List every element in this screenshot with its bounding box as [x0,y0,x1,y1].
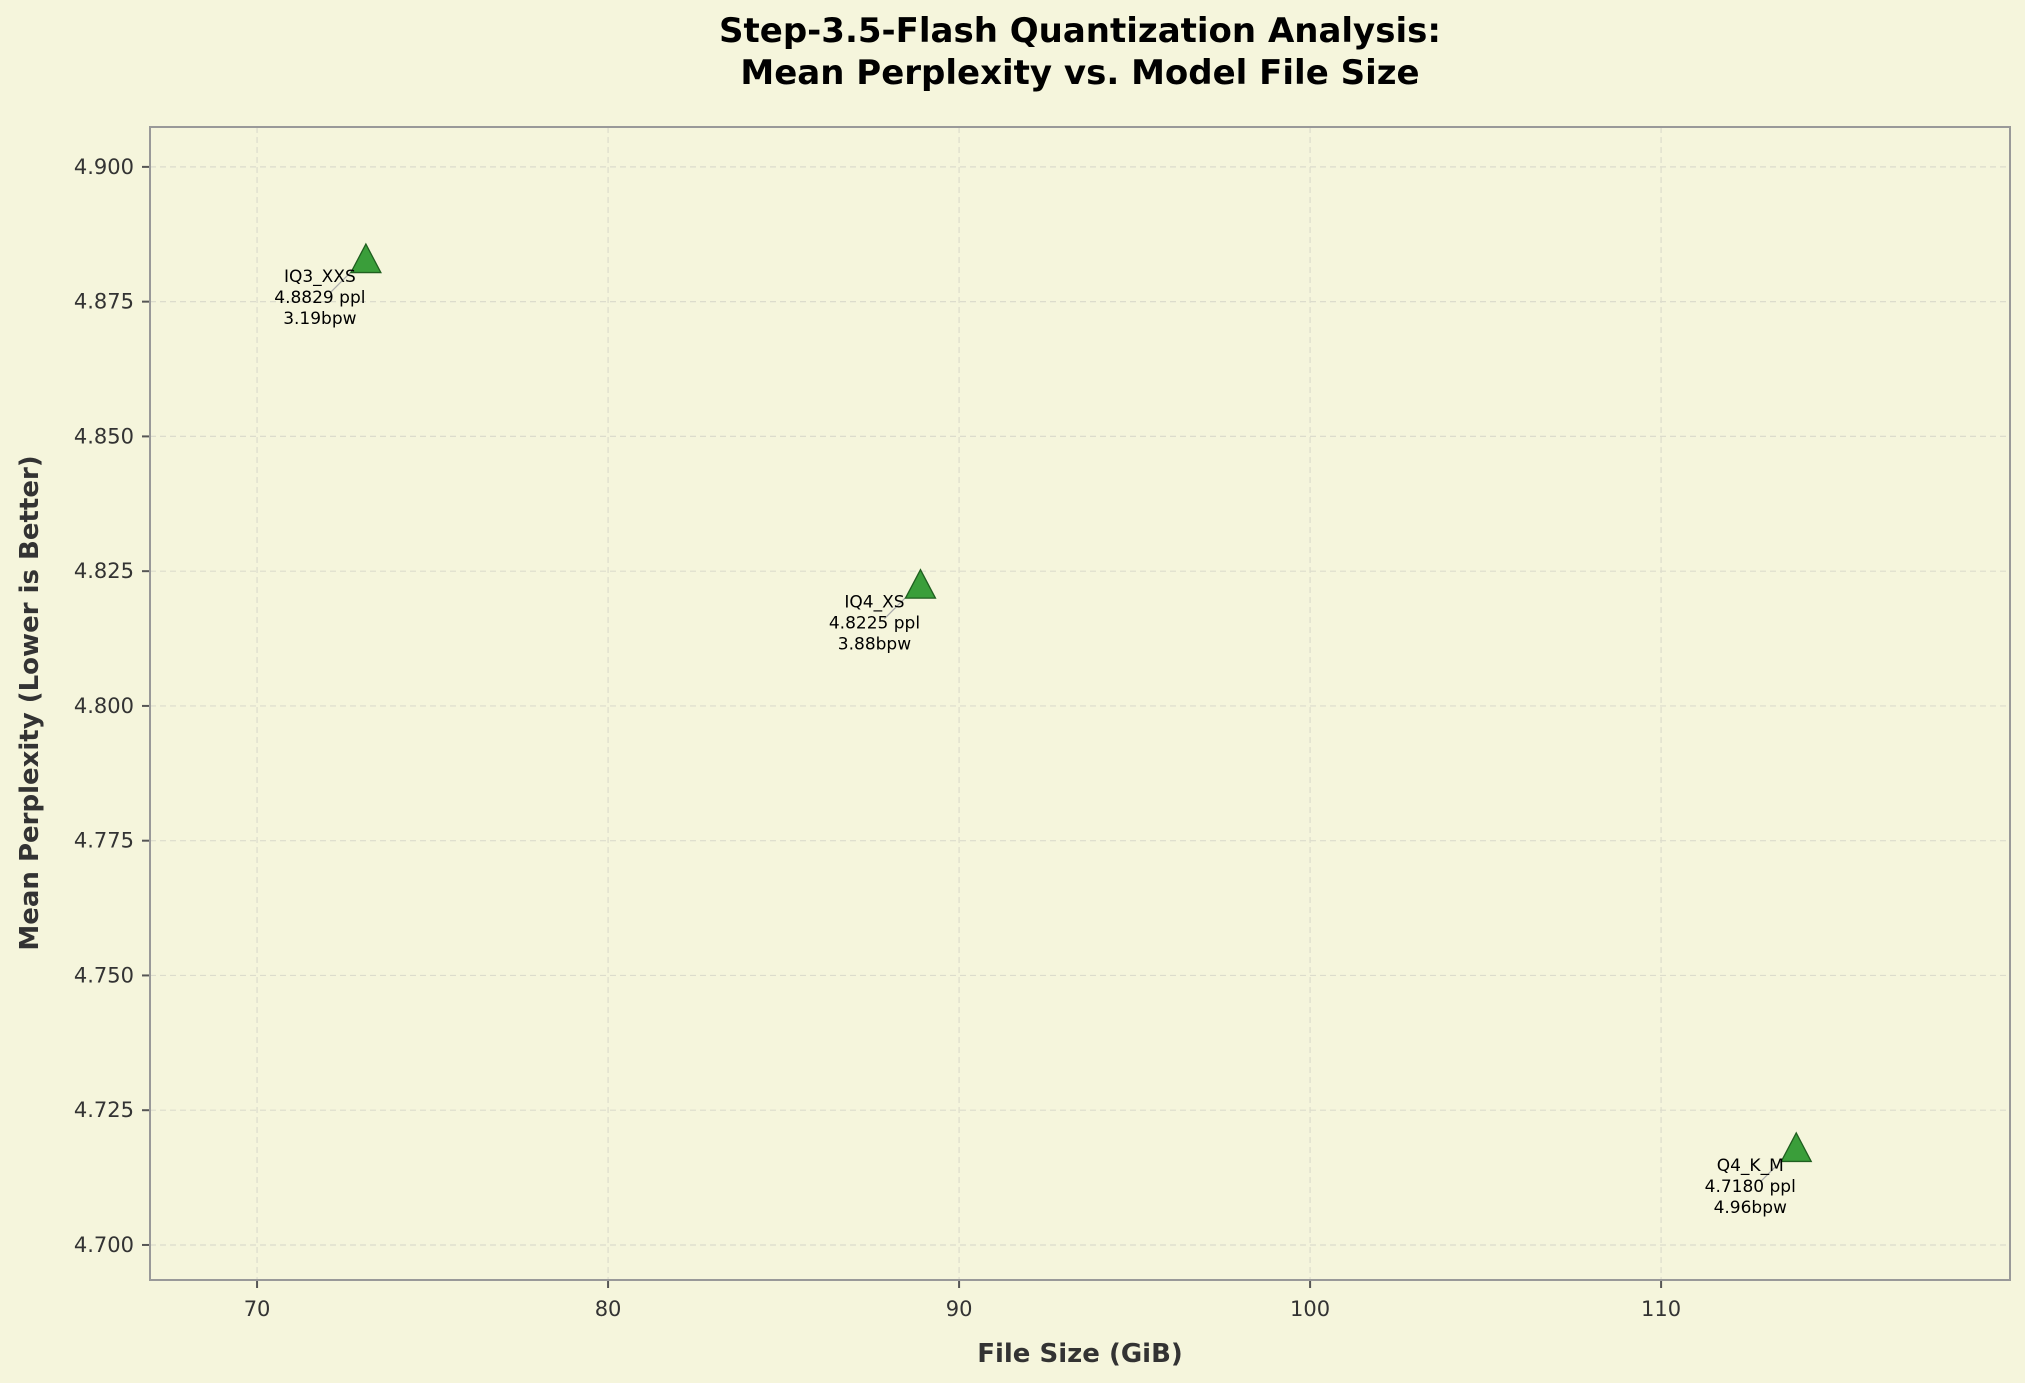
chart-title-line-2: Mean Perplexity vs. Model File Size [740,53,1419,93]
chart-title-line-1: Step-3.5-Flash Quantization Analysis: [719,11,1441,51]
annotation-bpw-text: 3.88bpw [838,635,911,655]
y-tick-label: 4.825 [74,559,134,583]
y-axis-label: Mean Perplexity (Lower is Better) [15,455,45,950]
y-tick-label: 4.800 [74,694,134,718]
triangle-marker-icon [349,242,382,274]
annotation-ppl-text: 4.7180 ppl [1705,1177,1796,1197]
annotation-bpw-text: 3.19bpw [283,309,356,329]
y-tick-label: 4.850 [74,424,134,448]
y-tick-label: 4.875 [74,290,134,314]
x-axis-label: File Size (GiB) [977,1339,1183,1369]
x-tick-label: 80 [595,1297,622,1321]
grid-lines [150,127,2010,1280]
annotation-bpw-text: 4.96bpw [1714,1198,1787,1218]
y-tick-label: 4.700 [74,1233,134,1257]
annotation-label: Q4_K_M [1717,1156,1784,1176]
y-tick-label: 4.750 [74,963,134,987]
plot-area [150,127,2010,1280]
y-tick-label: 4.900 [74,155,134,179]
annotation-label: IQ3_XXS [284,267,356,287]
triangle-marker-icon [904,568,937,599]
annotation-ppl-text: 4.8829 ppl [274,288,365,308]
x-tick-label: 100 [1290,1297,1330,1321]
x-tick-label: 110 [1641,1297,1681,1321]
y-tick-label: 4.725 [74,1098,134,1122]
y-tick-label: 4.775 [74,829,134,853]
x-tick-label: 70 [244,1297,271,1321]
triangle-marker-icon [1780,1131,1813,1163]
annotation-ppl-text: 4.8225 ppl [829,614,920,634]
axis-ticks: 70 80 90 100 110 4.700 4.725 4.750 4.775 4.800 4.8… [74,155,1681,1321]
x-tick-label: 90 [946,1297,973,1321]
axes-frame [149,126,2011,1281]
annotation-label: IQ4_XS [844,593,904,613]
